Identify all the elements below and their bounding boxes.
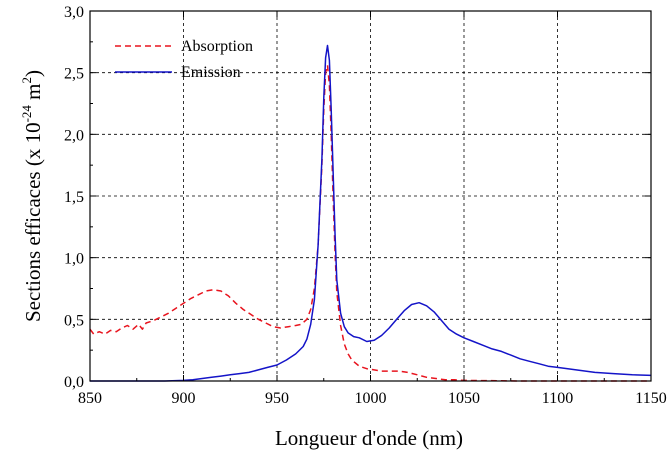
series-line-absorption [89, 64, 651, 382]
y-tick-label: 2,0 [64, 127, 84, 144]
y-axis-label-unit-exponent: 2 [19, 77, 34, 84]
x-tick-label: 850 [78, 390, 102, 407]
y-axis-label-suffix: ) [21, 70, 45, 77]
x-tick-label: 950 [265, 390, 289, 407]
y-axis-label-prefix: Sections efficaces (x 10 [21, 122, 45, 322]
y-tick-label: 1,5 [64, 189, 84, 206]
y-tick-label: 2,5 [64, 66, 84, 83]
y-tick-label: 1,0 [64, 251, 84, 268]
y-axis-label-unit: m [21, 83, 45, 105]
axis-ticks: 850 900 950 1000 1050 1100 1150 0,0 0,5 1,0 1,5 2,0… [64, 4, 667, 407]
y-axis-label-exponent: -24 [19, 105, 34, 123]
x-axis-label: Longueur d'onde (nm) [275, 426, 463, 450]
legend-label-absorption: Absorption [181, 38, 253, 55]
x-tick-label: 1050 [448, 390, 480, 407]
series-line-emission [90, 44, 652, 382]
x-tick-label: 1150 [635, 390, 666, 407]
x-tick-label: 1000 [355, 390, 387, 407]
y-tick-label: 0,0 [64, 374, 84, 391]
series-layer [89, 44, 652, 382]
y-tick-label: 3,0 [64, 4, 84, 21]
y-axis-label: Sections efficaces (x 10-24 m2) [19, 70, 45, 322]
legend: Absorption Emission [115, 38, 253, 81]
legend-label-emission: Emission [181, 64, 241, 81]
y-tick-label: 0,5 [64, 312, 84, 329]
grid-lines [90, 11, 651, 381]
x-tick-label: 1100 [542, 390, 573, 407]
x-tick-label: 900 [172, 390, 196, 407]
